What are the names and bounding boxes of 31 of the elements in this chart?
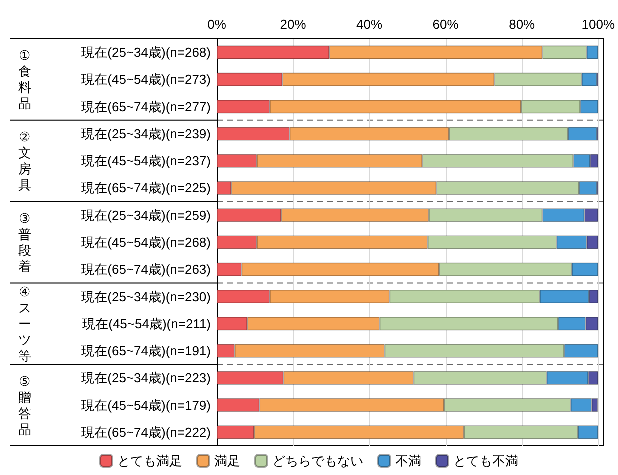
y-tick-label: 現在(65~74歳)(n=225) [82, 180, 211, 196]
x-tick-label: 40% [356, 17, 383, 32]
y-tick-label: 現在(25~34歳)(n=239) [82, 126, 211, 142]
x-tick-label: 80% [509, 17, 536, 32]
y-tick-label: 現在(45~54歳)(n=237) [82, 154, 211, 169]
y-tick-label: 現在(45~54歳)(n=268) [82, 235, 211, 250]
y-tick-label: 現在(25~34歳)(n=230) [82, 289, 211, 304]
legend-label: 満足 [214, 454, 240, 468]
legend-label: とても不満 [454, 454, 518, 468]
x-tick-label: 0% [208, 17, 227, 32]
legend-label: とても満足 [118, 454, 182, 468]
y-tick-label: 現在(45~54歳)(n=211) [82, 316, 211, 332]
legend-label: どちらでもない [272, 454, 364, 468]
text: ④スーツ等 [18, 284, 32, 364]
x-tick-label: 100% [582, 17, 616, 32]
text: ①食料品 [18, 48, 32, 112]
y-tick-label: 現在(65~74歳)(n=263) [82, 262, 211, 278]
text: ⑤贈答品 [18, 374, 32, 437]
y-tick-label: 現在(45~54歳)(n=179) [82, 398, 211, 413]
text: ③普段着 [18, 211, 32, 274]
x-tick-label: 20% [280, 17, 307, 32]
y-tick-label: 現在(65~74歳)(n=191) [82, 344, 211, 359]
legend-label: 不満 [396, 454, 422, 468]
y-tick-label: 現在(25~34歳)(n=223) [82, 370, 211, 386]
y-tick-label: 現在(65~74歳)(n=277) [82, 99, 211, 114]
text: ②文房具 [18, 130, 32, 193]
y-tick-label: 現在(25~34歳)(n=268) [82, 45, 211, 60]
x-tick-label: 60% [432, 17, 460, 32]
y-tick-label: 現在(65~74歳)(n=222) [82, 424, 211, 440]
y-tick-label: 現在(45~54歳)(n=273) [82, 72, 211, 88]
y-tick-label: 現在(25~34歳)(n=259) [82, 208, 211, 223]
